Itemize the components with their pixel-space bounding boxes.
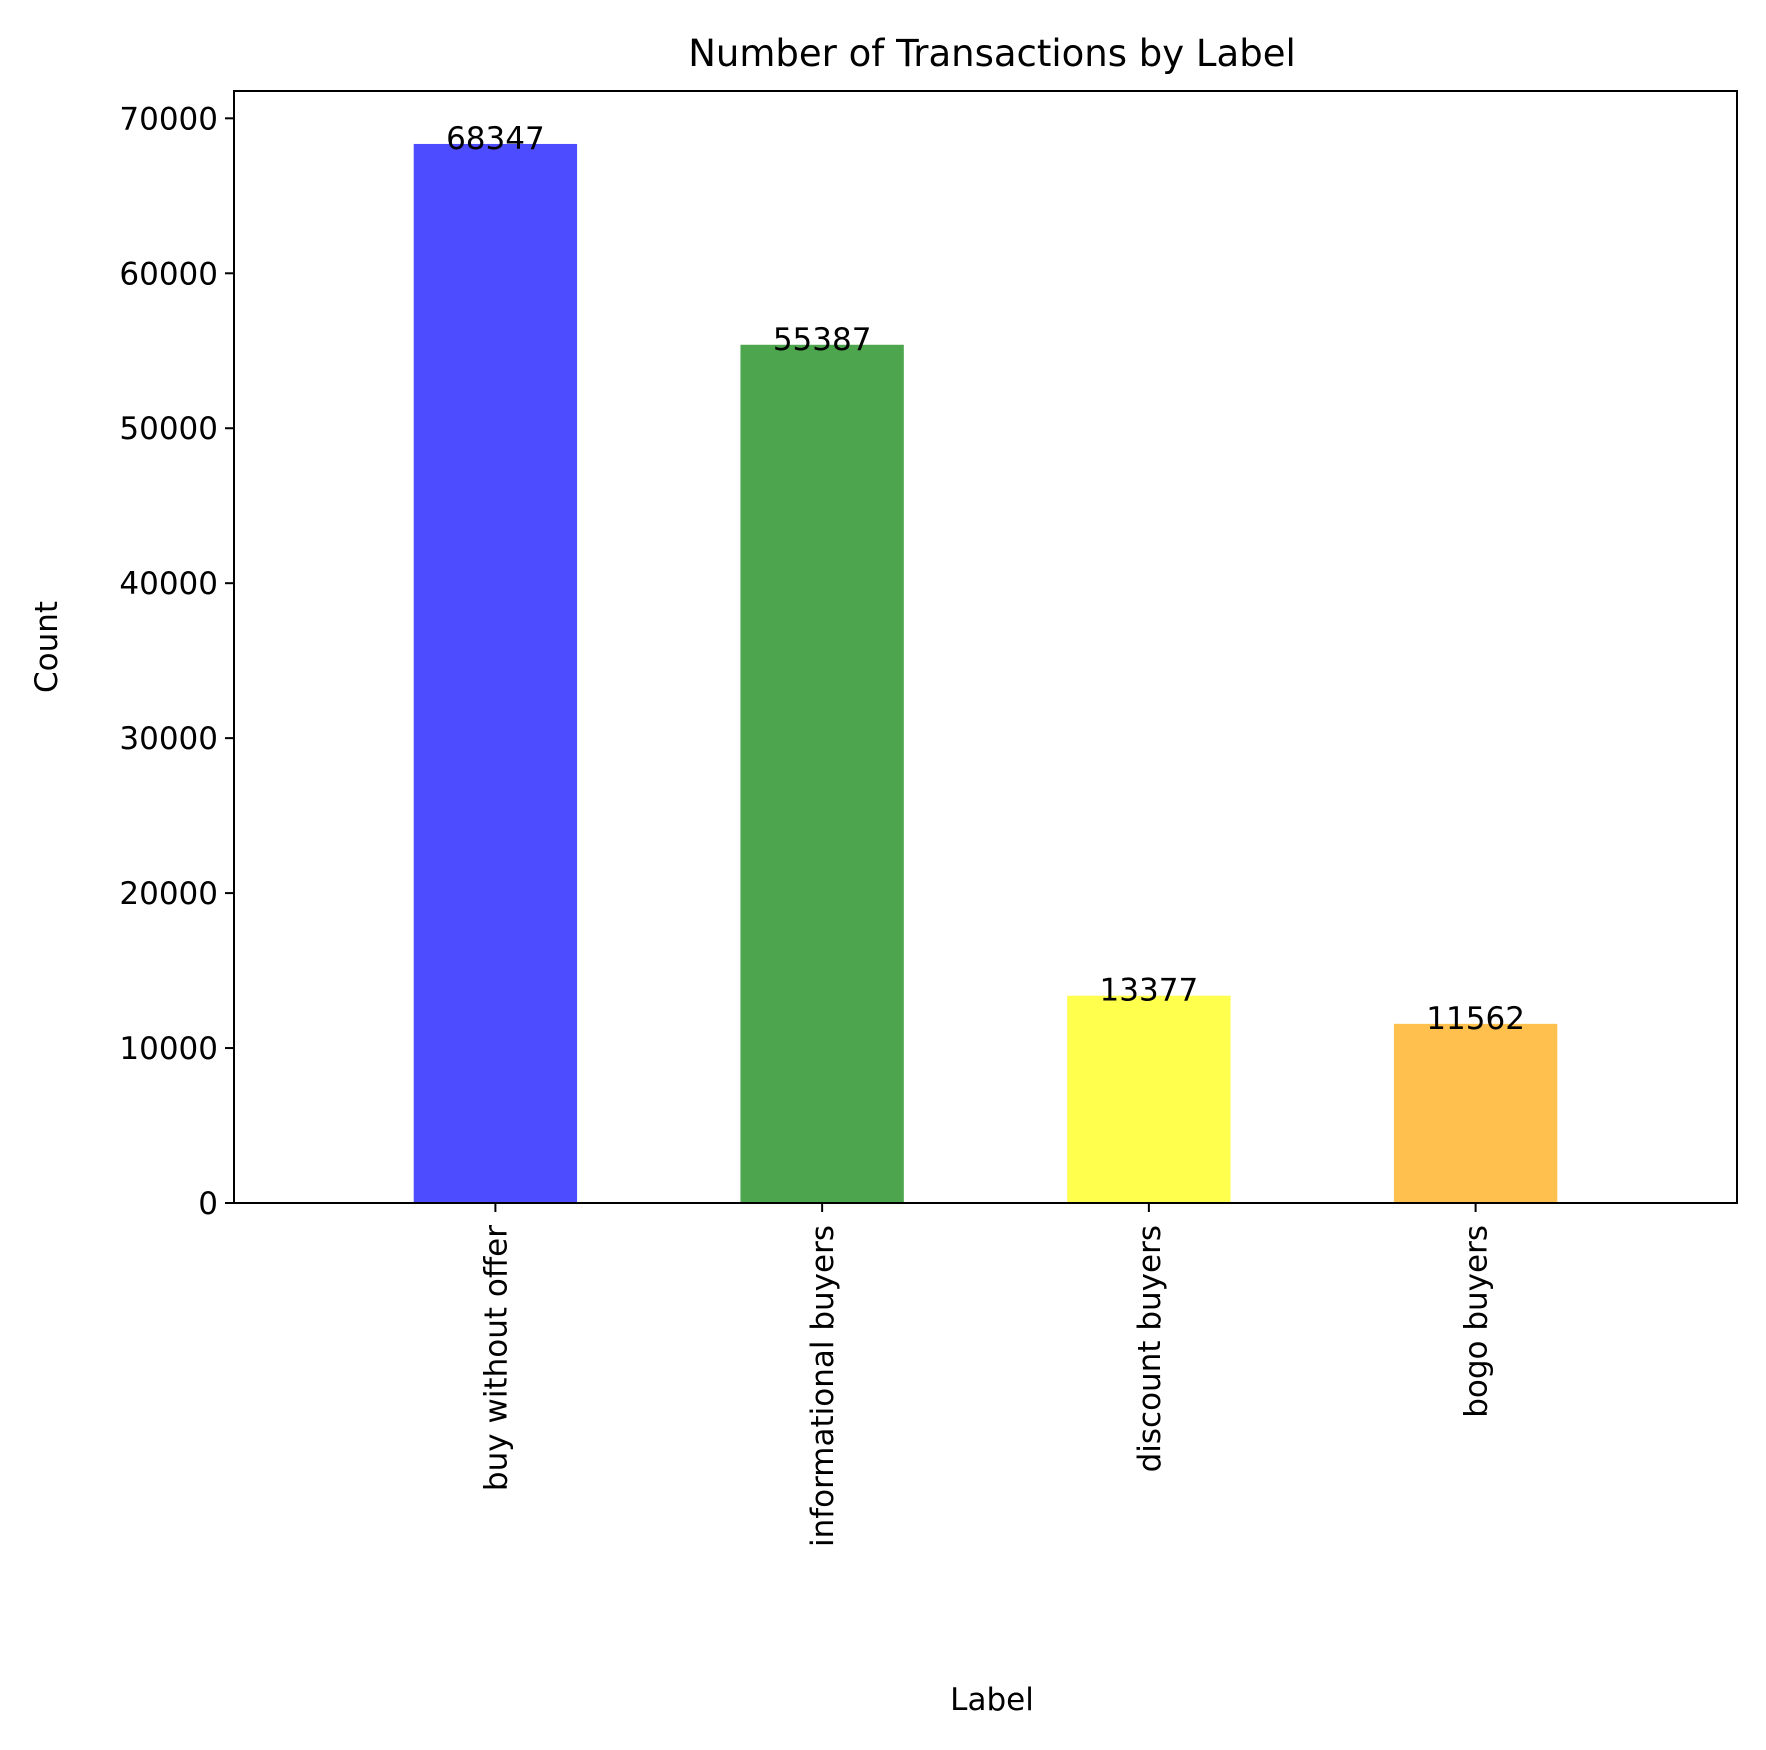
x-tick-label: bogo buyers [1459,1225,1495,1418]
bar [1067,995,1231,1203]
y-tick-label: 40000 [119,566,218,602]
bar [413,143,578,1204]
bar-value-label: 68347 [446,121,545,157]
x-axis: buy without offer informational buyers dis… [478,1203,1495,1547]
y-axis: 0 10000 20000 30000 40000 50000 60000 70000 [119,101,234,1222]
bars-layer [413,143,1558,1204]
x-axis-title: Label [950,1682,1034,1718]
bar [740,344,904,1203]
x-tick-label: discount buyers [1132,1225,1168,1472]
plot-frame [233,90,1738,1204]
y-axis-title: Count [29,601,65,693]
y-tick-label: 60000 [119,256,218,292]
bar [1393,1023,1558,1203]
y-tick-label: 10000 [119,1031,218,1067]
bar-labels-layer: 68347 55387 13377 11562 [446,121,1525,1037]
x-tick-label: buy without offer [478,1225,514,1491]
y-tick-label: 20000 [119,876,218,912]
bar-value-label: 55387 [773,322,872,358]
chart-title: Number of Transactions by Label [688,32,1295,75]
y-tick-label: 70000 [119,101,218,137]
y-tick-label: 30000 [119,721,218,757]
bar-value-label: 13377 [1100,973,1199,1009]
bar-value-label: 11562 [1426,1001,1525,1037]
y-tick-label: 50000 [119,411,218,447]
y-tick-label: 0 [198,1186,218,1222]
x-tick-label: informational buyers [805,1225,841,1547]
